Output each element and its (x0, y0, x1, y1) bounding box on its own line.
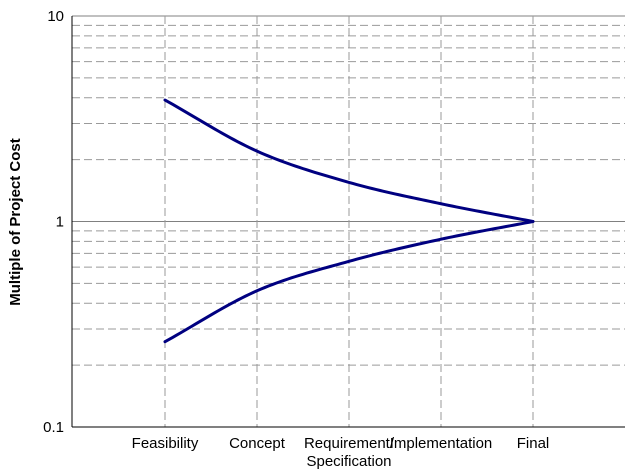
series-layer (163, 98, 535, 344)
label-layer: 0.1 1 10 Feasibility Concept Requirement/Spec… (43, 8, 549, 470)
y-tick-label: 1 (56, 214, 64, 231)
series-line-lower-bound (163, 220, 535, 344)
x-category-label-line: Implementation (390, 435, 493, 452)
x-category-label-line: Specification (306, 453, 391, 470)
x-category-label-line: Concept (229, 435, 286, 452)
x-category-label: Implementation (390, 435, 493, 452)
axis-layer (71, 16, 625, 428)
grid-layer (72, 15, 625, 427)
x-category-label-line: Requirement/ (304, 435, 395, 452)
x-category-label-line: Feasibility (132, 435, 199, 452)
x-category-label: Requirement/Specification (304, 435, 395, 470)
y-tick-label: 0.1 (43, 419, 64, 436)
x-category-label: Final (517, 435, 550, 452)
x-category-label: Concept (229, 435, 286, 452)
series-line-upper-bound (163, 98, 535, 223)
y-tick-label: 10 (47, 8, 64, 25)
x-category-label-line: Final (517, 435, 550, 452)
y-axis-title: Multiple of Project Cost (7, 138, 24, 306)
x-category-label: Feasibility (132, 435, 199, 452)
